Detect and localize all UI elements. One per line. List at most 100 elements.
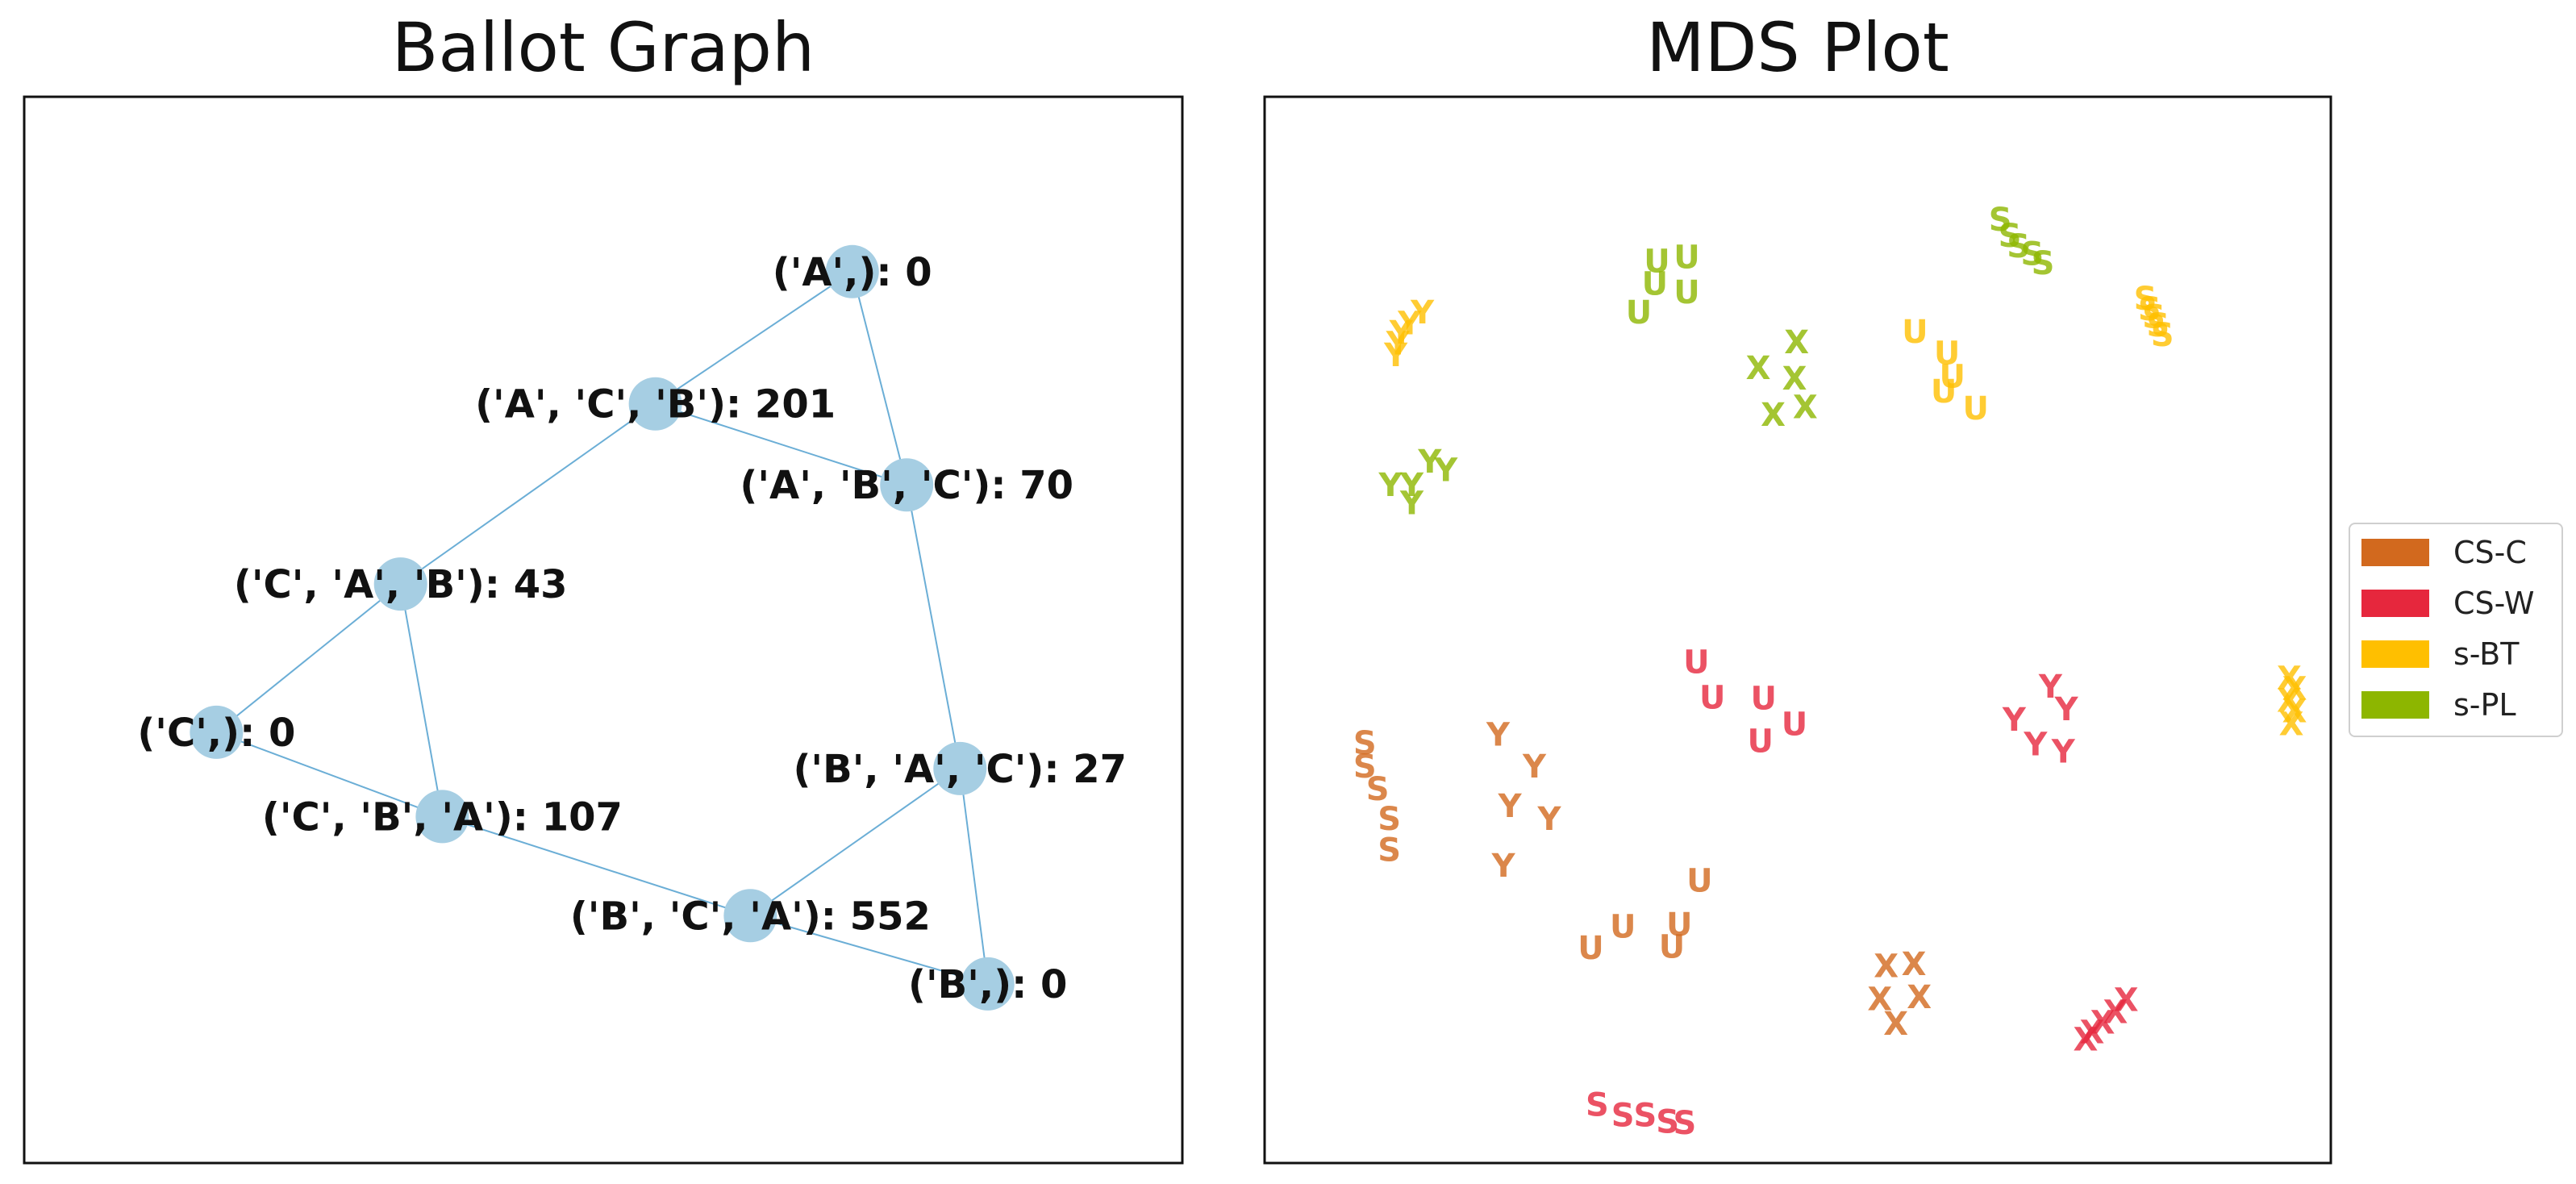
mds-point: S bbox=[1353, 725, 1377, 762]
mds-point: S bbox=[1989, 202, 2012, 239]
mds-point: Y bbox=[2002, 702, 2027, 739]
mds-point: S bbox=[1999, 218, 2022, 255]
legend-label: CS-W bbox=[2453, 586, 2535, 621]
mds-point: X bbox=[2103, 994, 2128, 1031]
graph-node-label: ('C',): 0 bbox=[137, 711, 295, 756]
graph-edge bbox=[215, 583, 402, 733]
mds-point: Y bbox=[2054, 691, 2079, 728]
mds-point: S bbox=[2146, 307, 2170, 344]
legend-item: s-BT bbox=[2361, 636, 2520, 672]
mds-point: U bbox=[1699, 679, 1725, 716]
mds-point: X bbox=[1746, 350, 1771, 387]
graph-edge bbox=[655, 270, 853, 405]
mds-point: S bbox=[1353, 748, 1377, 786]
graph-edge bbox=[749, 768, 961, 917]
graph-edge bbox=[216, 731, 443, 818]
mds-point: Y bbox=[1389, 315, 1414, 352]
mds-plot-frame bbox=[1263, 95, 2332, 1165]
legend-swatch bbox=[2361, 539, 2429, 566]
mds-point: Y bbox=[2023, 726, 2048, 763]
mds-point: Y bbox=[1498, 788, 1523, 825]
mds-point: X bbox=[1784, 324, 1809, 361]
graph-node bbox=[825, 244, 879, 298]
legend-item: s-PL bbox=[2361, 687, 2516, 723]
mds-point: X bbox=[1907, 979, 1932, 1016]
mds-point: U bbox=[1902, 314, 1928, 351]
mds-point: U bbox=[1578, 930, 1603, 967]
mds-point: S bbox=[1378, 801, 1401, 838]
legend-item: CS-C bbox=[2361, 535, 2527, 570]
mds-point: S bbox=[2138, 291, 2161, 328]
graph-node bbox=[373, 557, 427, 611]
mds-point: Y bbox=[1378, 467, 1403, 504]
mds-point: X bbox=[1874, 948, 1899, 985]
legend-label: s-BT bbox=[2453, 636, 2520, 672]
mds-point: S bbox=[2142, 298, 2165, 336]
mds-point: U bbox=[1963, 390, 1989, 427]
mds-point: U bbox=[1939, 358, 1965, 395]
mds-point: X bbox=[1761, 397, 1786, 434]
mds-point: Y bbox=[1399, 486, 1424, 523]
mds-point: Y bbox=[1433, 452, 1458, 490]
mds-point: Y bbox=[1536, 801, 1561, 838]
mds-point: X bbox=[2282, 671, 2307, 708]
mds-point: S bbox=[1673, 1105, 1696, 1142]
graph-edge bbox=[399, 583, 444, 817]
graph-edge bbox=[906, 485, 961, 769]
legend-label: s-PL bbox=[2453, 687, 2516, 723]
mds-point: S bbox=[2007, 228, 2030, 265]
mds-point: U bbox=[1610, 909, 1636, 946]
mds-point: X bbox=[2282, 693, 2307, 730]
mds-point: U bbox=[1642, 265, 1668, 302]
mds-point: Y bbox=[1397, 305, 1422, 342]
graph-node bbox=[190, 705, 244, 759]
mds-point: Y bbox=[1410, 294, 1435, 331]
mds-plot-title: MDS Plot bbox=[1646, 8, 1949, 87]
mds-point: X bbox=[1782, 361, 1807, 398]
mds-point: S bbox=[2134, 281, 2157, 318]
mds-point: Y bbox=[2051, 734, 2076, 771]
mds-point: S bbox=[1634, 1098, 1657, 1135]
mds-point: X bbox=[2074, 1022, 2099, 1059]
mds-point: S bbox=[2020, 236, 2044, 273]
mds-point: U bbox=[1750, 681, 1776, 718]
mds-point: U bbox=[1674, 239, 1699, 276]
mds-point: Y bbox=[1486, 717, 1511, 754]
ballot-graph-title: Ballot Graph bbox=[391, 8, 815, 87]
mds-point: S bbox=[1611, 1098, 1635, 1135]
mds-point: Y bbox=[1417, 444, 1442, 481]
graph-node-label: ('C', 'B', 'A'): 107 bbox=[262, 794, 623, 840]
mds-point: X bbox=[2277, 682, 2302, 719]
mds-point: U bbox=[1931, 373, 1957, 411]
legend-label: CS-C bbox=[2453, 535, 2527, 570]
mds-point: U bbox=[1644, 244, 1669, 281]
graph-edge bbox=[655, 402, 907, 486]
mds-point: X bbox=[2114, 982, 2139, 1019]
mds-point: S bbox=[1586, 1086, 1609, 1124]
mds-point: S bbox=[1378, 832, 1401, 869]
graph-node bbox=[628, 377, 682, 431]
legend: CS-C CS-W s-BT s-PL bbox=[2349, 523, 2563, 737]
mds-point: U bbox=[1683, 644, 1709, 682]
graph-edge bbox=[442, 815, 751, 917]
mds-point: U bbox=[1659, 929, 1685, 966]
mds-point: X bbox=[1793, 390, 1818, 427]
mds-point: U bbox=[1626, 294, 1652, 331]
mds-point: Y bbox=[1386, 325, 1411, 362]
legend-swatch bbox=[2361, 640, 2429, 668]
graph-node bbox=[880, 458, 934, 512]
mds-point: U bbox=[1674, 274, 1699, 311]
mds-point: S bbox=[2032, 245, 2055, 282]
mds-point: U bbox=[1782, 706, 1807, 743]
ballot-graph: ('A',): 0 ('A', 'C', 'B'): 201 ('A', 'B', … bbox=[137, 244, 1127, 1011]
graph-edge bbox=[959, 768, 989, 985]
mds-point: X bbox=[2079, 1014, 2104, 1051]
mds-point: X bbox=[2279, 706, 2304, 743]
mds-point: U bbox=[1747, 723, 1773, 760]
mds-point: X bbox=[2277, 660, 2302, 697]
graph-node-label: ('B',): 0 bbox=[908, 962, 1067, 1007]
graph-node bbox=[723, 889, 777, 943]
graph-node-label: ('B', 'A', 'C'): 27 bbox=[793, 747, 1127, 792]
